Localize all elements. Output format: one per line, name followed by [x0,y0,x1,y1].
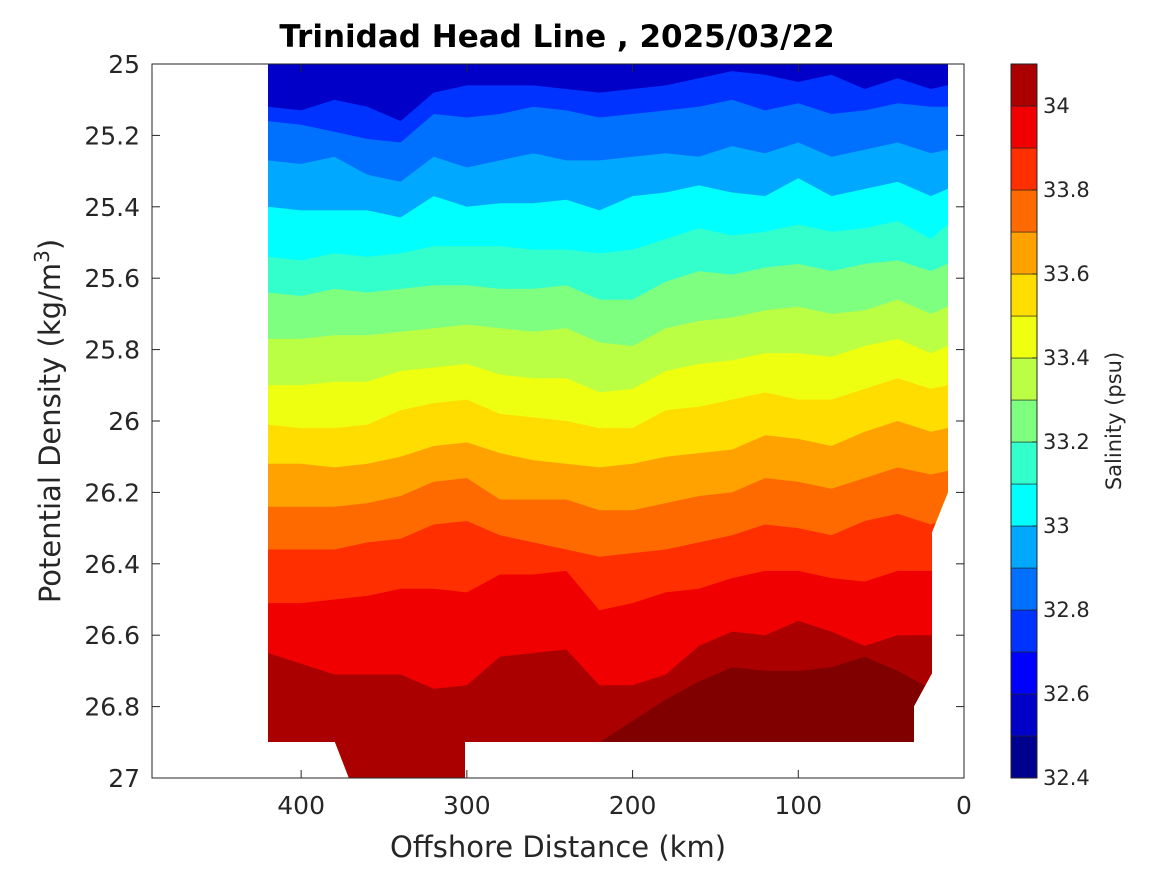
colorbar-tick-label: 33.4 [1043,346,1090,370]
y-tick-label: 26.4 [84,550,140,579]
colorbar-swatch [1010,525,1038,569]
y-tick-label: 26.8 [84,693,140,722]
colorbar-swatch [1010,315,1038,359]
colorbar-tick-label: 32.4 [1043,766,1090,790]
contour-fill-layer [268,64,948,778]
x-axis-label: Offshore Distance (km) [390,830,726,864]
colorbar-tick-label: 33.6 [1043,262,1090,286]
colorbar-swatch [1010,735,1038,779]
y-axis-label-main: Potential Density (kg/m [33,263,67,603]
colorbar-swatch [1010,147,1038,191]
colorbar-tick-label: 33 [1043,514,1070,538]
colorbar-tick-label: 34 [1043,94,1070,118]
y-axis-label: Potential Density (kg/m3) [30,239,67,603]
x-tick-label: 400 [277,791,325,820]
colorbar-swatch [1010,273,1038,317]
colorbar-swatch [1010,63,1038,107]
colorbar-swatch [1010,567,1038,611]
y-tick-label: 26.6 [84,621,140,650]
x-axis: 400 300 200 100 0 [277,64,972,820]
y-tick-label: 25.8 [84,336,140,365]
colorbar [1010,63,1038,779]
x-tick-label: 0 [956,791,972,820]
colorbar-swatch [1010,189,1038,233]
x-tick-label: 200 [609,791,657,820]
colorbar-tick-label: 33.2 [1043,430,1090,454]
y-axis-label-close: ) [33,239,67,250]
colorbar-swatch [1010,357,1038,401]
colorbar-swatch [1010,693,1038,737]
y-tick-label: 25 [108,50,140,79]
y-axis: 25 25.2 25.4 25.6 25.8 26 26.2 26.4 26.6 26.8 27 [84,50,964,793]
colorbar-tick-label: 33.8 [1043,178,1090,202]
plot-area [151,63,965,779]
x-tick-label: 100 [774,791,822,820]
colorbar-swatch [1010,483,1038,527]
y-tick-label: 27 [108,764,140,793]
colorbar-ticks: 32.4 32.6 32.8 33 33.2 33.4 33.6 33.8 34 [1032,94,1090,790]
y-tick-label: 26 [108,407,140,436]
colorbar-label: Salinity (psu) [1102,352,1126,490]
colorbar-swatch [1010,105,1038,149]
x-tick-label: 300 [443,791,491,820]
colorbar-frame [1010,63,1038,779]
colorbar-swatch [1010,231,1038,275]
colorbar-swatch [1010,651,1038,695]
y-tick-label: 25.6 [84,264,140,293]
y-axis-label-sup: 3 [30,250,54,263]
y-tick-label: 26.2 [84,478,140,507]
colorbar-swatch [1010,399,1038,443]
colorbar-swatch [1010,441,1038,485]
y-tick-label: 25.4 [84,193,140,222]
colorbar-swatch [1010,609,1038,653]
colorbar-tick-label: 32.6 [1043,682,1090,706]
colorbar-tick-label: 32.8 [1043,598,1090,622]
y-tick-label: 25.2 [84,121,140,150]
chart-title: Trinidad Head Line , 2025/03/22 [279,19,834,55]
